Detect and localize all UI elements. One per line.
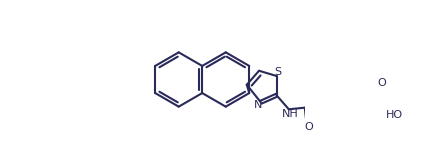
Text: O: O xyxy=(377,78,385,88)
Text: HO: HO xyxy=(385,110,402,120)
Text: O: O xyxy=(303,122,312,132)
Text: S: S xyxy=(273,67,280,77)
Text: N: N xyxy=(253,100,262,110)
Text: NH: NH xyxy=(282,109,298,119)
